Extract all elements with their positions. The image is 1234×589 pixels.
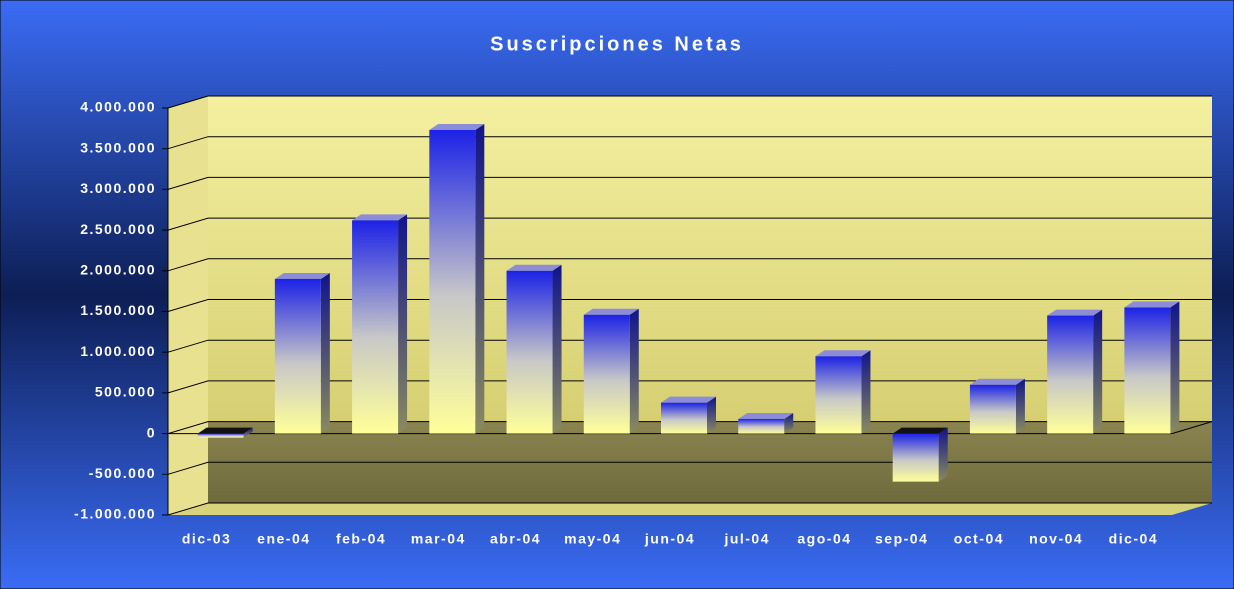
bar-top bbox=[1047, 309, 1103, 316]
x-tick-label: may-04 bbox=[564, 531, 621, 547]
y-tick-label: 3.000.000 bbox=[80, 180, 156, 196]
bar-top bbox=[352, 214, 408, 221]
bar-top bbox=[1124, 301, 1180, 308]
y-tick-label: 1.000.000 bbox=[80, 343, 156, 359]
y-tick-label: 2.500.000 bbox=[80, 221, 156, 237]
bar-top bbox=[274, 272, 330, 279]
bar-side bbox=[861, 350, 871, 434]
bar-side bbox=[243, 427, 253, 438]
bar-top bbox=[661, 396, 716, 403]
y-tick-label: 2.000.000 bbox=[80, 262, 156, 278]
bar bbox=[892, 427, 948, 482]
bar-front bbox=[583, 314, 630, 434]
grid-line bbox=[167, 136, 1212, 150]
grid-line bbox=[167, 339, 1212, 353]
floor bbox=[168, 503, 1212, 515]
bar-side bbox=[398, 214, 408, 434]
bar-side bbox=[1093, 309, 1103, 434]
bar bbox=[583, 308, 639, 434]
bar-front bbox=[506, 270, 553, 434]
bar bbox=[661, 396, 716, 434]
bar-front bbox=[969, 384, 1016, 434]
x-tick-label: jun-04 bbox=[644, 531, 695, 547]
grid-line bbox=[167, 461, 1212, 475]
bar-top bbox=[892, 427, 948, 434]
bar bbox=[197, 427, 253, 438]
bar-top bbox=[738, 412, 794, 419]
grid-line bbox=[167, 299, 1212, 312]
x-tick-label: mar-04 bbox=[411, 531, 466, 547]
bar-front bbox=[352, 220, 399, 434]
bar-front bbox=[429, 129, 476, 434]
bar-front bbox=[892, 433, 939, 482]
grid-line bbox=[167, 258, 1212, 272]
bar-front bbox=[1124, 307, 1171, 434]
bar-front bbox=[815, 356, 862, 434]
grid-line bbox=[167, 176, 1212, 190]
bar-top bbox=[429, 123, 485, 130]
bar-top bbox=[197, 427, 253, 434]
bar-front bbox=[738, 418, 785, 434]
bar-top bbox=[506, 264, 562, 271]
x-tick-label: oct-04 bbox=[954, 531, 1004, 547]
x-tick-label: ene-04 bbox=[257, 531, 310, 547]
bar bbox=[352, 214, 408, 434]
bar-front bbox=[197, 433, 244, 438]
y-tick-label: 500.000 bbox=[95, 384, 156, 400]
bar-side bbox=[1170, 301, 1180, 434]
grid-line bbox=[167, 95, 1212, 109]
bar-side bbox=[629, 308, 639, 434]
bar bbox=[274, 272, 330, 434]
bar bbox=[1047, 309, 1103, 434]
y-tick-label: 0 bbox=[147, 424, 156, 440]
bar-side bbox=[475, 123, 485, 434]
bar bbox=[429, 123, 485, 434]
bar-top bbox=[969, 378, 1025, 385]
bar-side bbox=[1015, 378, 1025, 434]
bar bbox=[1124, 301, 1180, 434]
bar bbox=[969, 378, 1025, 434]
bar-side bbox=[784, 412, 794, 434]
bar-top bbox=[815, 350, 871, 357]
x-tick-label: sep-04 bbox=[875, 531, 928, 547]
y-tick-label: 1.500.000 bbox=[80, 302, 156, 318]
grid-line bbox=[167, 217, 1212, 231]
bar-side bbox=[707, 396, 716, 434]
grid-line bbox=[167, 502, 1212, 516]
bar-front bbox=[1047, 315, 1094, 434]
y-tick-label: -1.000.000 bbox=[74, 506, 156, 522]
x-tick-label: nov-04 bbox=[1029, 531, 1083, 547]
bar-side bbox=[552, 264, 562, 434]
grid-line bbox=[167, 380, 1212, 394]
x-tick-label: jul-04 bbox=[723, 531, 770, 547]
x-tick-label: abr-04 bbox=[490, 531, 541, 547]
bar bbox=[738, 412, 794, 434]
x-axis bbox=[168, 421, 1213, 435]
chart-title: Suscripciones Netas bbox=[490, 33, 744, 55]
bar-front bbox=[661, 402, 707, 434]
x-tick-label: ago-04 bbox=[797, 531, 851, 547]
y-tick-label: 4.000.000 bbox=[80, 99, 156, 115]
bar-front bbox=[274, 278, 321, 434]
y-tick-label: -500.000 bbox=[89, 465, 156, 481]
x-tick-label: feb-04 bbox=[336, 531, 386, 547]
bar-top bbox=[583, 308, 639, 315]
bar-side bbox=[938, 427, 948, 482]
bar bbox=[815, 350, 871, 434]
x-tick-label: dic-03 bbox=[182, 531, 231, 547]
bar bbox=[506, 264, 562, 434]
x-tick-label: dic-04 bbox=[1109, 531, 1158, 547]
grid-line bbox=[167, 421, 1212, 435]
y-tick-label: 3.500.000 bbox=[80, 139, 156, 155]
bar-side bbox=[320, 272, 330, 434]
